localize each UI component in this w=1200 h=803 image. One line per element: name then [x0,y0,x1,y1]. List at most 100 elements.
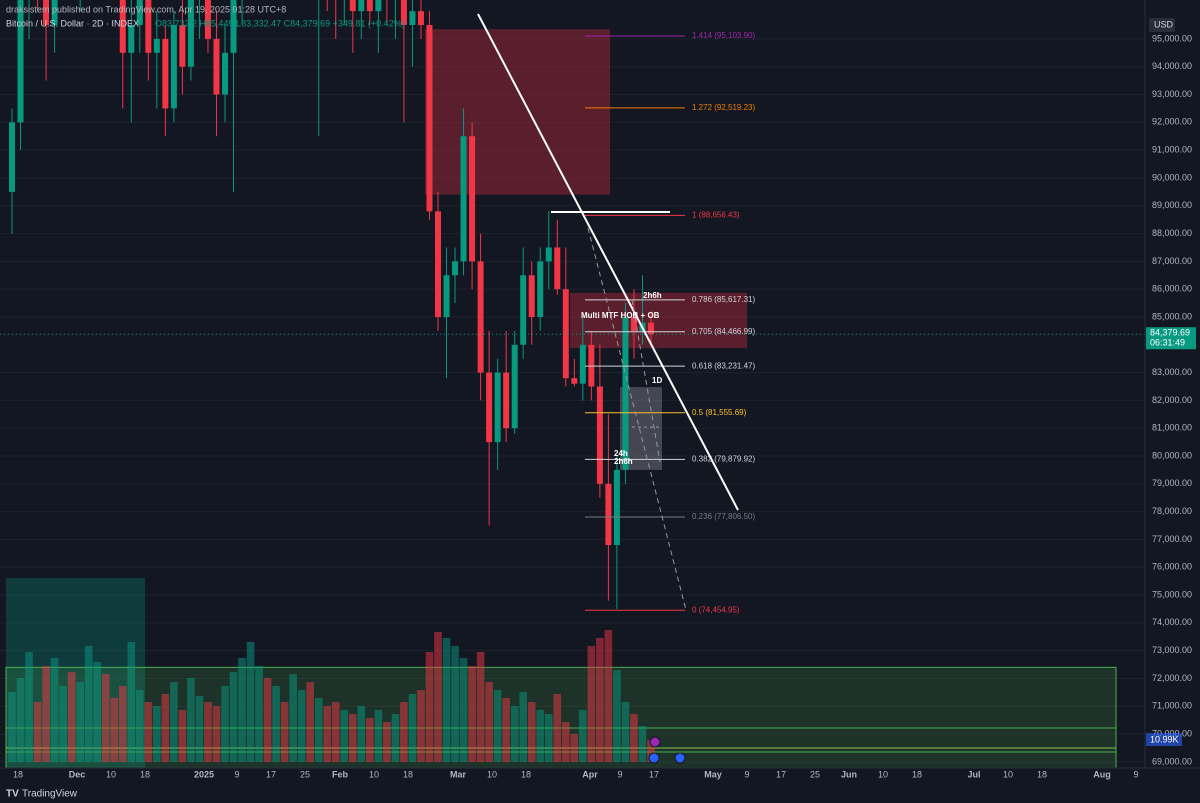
x-tick-label: Jun [841,769,857,779]
volume-bar [136,690,144,762]
x-tick-label: 18 [912,769,922,779]
fib-label: 1.414 (95,103.90) [692,31,755,40]
y-tick-label: 86,000.00 [1152,284,1192,294]
ohlc: O83,732.2 H85,449 L83,332.47 C84,379.69 … [155,18,405,28]
candle-body [528,275,535,317]
volume-bar [127,642,136,762]
x-tick-label: 10 [878,769,888,779]
x-tick-label: 18 [13,769,23,779]
x-tick-label: 17 [776,769,786,779]
volume-bar [161,694,170,762]
footer [0,784,1200,803]
annotation: 2h6h [614,457,633,466]
x-tick-label: 10 [106,769,116,779]
candle-body [179,25,186,67]
candle-body [145,0,152,53]
y-tick-label: 94,000.00 [1152,61,1192,71]
volume-bar [118,686,127,762]
publisher: draksistem published on TradingView.com,… [6,4,286,14]
y-tick-label: 77,000.00 [1152,534,1192,544]
currency: USD [1154,19,1174,29]
candle-body [17,0,24,123]
x-tick-label: 17 [266,769,276,779]
candle-body [562,289,569,379]
volume-bar [238,658,246,762]
volume-bar [391,714,400,762]
candle-body [170,25,177,109]
candle-body [128,25,135,53]
volume-bar [331,702,340,762]
x-tick-label: 18 [403,769,413,779]
fib-label: 0.618 (83,231.47) [692,361,755,370]
volume-bar [519,692,527,762]
trendline [477,13,739,511]
candle-body [613,469,620,545]
candle-body [588,344,595,387]
candle-body [537,261,544,317]
volume-bar [442,638,451,762]
zone [425,29,610,195]
volume-bar [383,722,391,762]
candle-body [596,386,603,484]
candle-body [511,344,518,429]
candle-body [51,0,58,26]
volume-bar [204,702,212,762]
volume-bar [8,692,16,762]
projection [631,299,661,463]
volume-bar [613,670,621,762]
y-tick-label: 72,000.00 [1152,673,1192,683]
candle-body [571,378,578,384]
volume-bar [647,740,655,762]
candle-body [409,11,416,26]
volume-bar [510,706,519,762]
candle-body [477,261,484,373]
candle-body [452,261,459,276]
volume-bar [340,710,349,762]
volume-bar [638,726,647,762]
volume-bar [289,674,297,762]
event-icon [674,752,686,764]
volume-bar [544,714,553,762]
candle-body [554,247,561,290]
fib-label: 0.705 (84,466.99) [692,327,755,336]
volume-bar [153,706,161,762]
candle-body [162,38,169,109]
fib-label: 0.5 (81,555.69) [692,408,747,417]
y-tick-label: 74,000.00 [1152,617,1192,627]
y-tick-label: 90,000.00 [1152,172,1192,182]
volume-bar [468,666,476,762]
x-tick-label: 18 [521,769,531,779]
x-tick-label: Apr [582,769,598,779]
fib-label: 1 (88,656.43) [692,210,740,219]
x-tick-label: 9 [234,769,239,779]
volume-bar [374,710,383,762]
volume-bar [67,672,76,762]
volume-bar [493,690,502,762]
volume-bar [459,658,468,762]
fib-label: 0.786 (85,617.31) [692,295,755,304]
y-tick-label: 71,000.00 [1152,701,1192,711]
candle-body [435,211,441,317]
volume-bar [485,682,493,762]
candle-body [605,483,612,545]
volume-bar [42,666,50,762]
candle-body [648,322,654,335]
fib-label: 0 (74,454.95) [692,605,740,614]
y-tick-label: 93,000.00 [1152,89,1192,99]
candle-body [400,0,407,26]
price-axis [1145,0,1200,768]
y-tick-label: 95,000.00 [1152,33,1192,43]
volume-bar [306,682,314,762]
volume-bar [408,694,417,762]
candle-body [187,0,194,67]
volume-bar [451,646,459,762]
plot-area: 1.414 (95,103.90) 1.272 (92,519.23) 1 (88,… [0,0,1145,768]
volume-bar [297,690,306,762]
volume-bar [33,702,42,762]
x-tick-label: 2025 [194,769,214,779]
volume-bar [357,706,366,762]
candle-body [213,38,220,95]
volume-bar [314,698,323,762]
candle-body [153,38,160,53]
